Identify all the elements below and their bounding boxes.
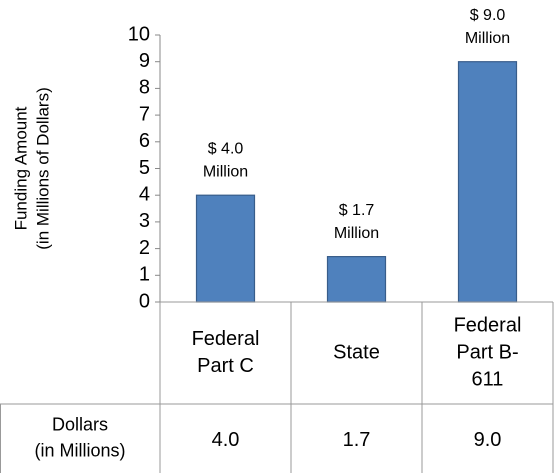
category-label: 611	[472, 368, 504, 390]
table-cell: 1.7	[343, 429, 371, 451]
y-axis-label: Funding Amount	[11, 106, 30, 230]
y-tick-label: 9	[139, 50, 150, 72]
category-label: Part B-	[456, 341, 518, 363]
data-label: $ 9.0	[470, 7, 506, 24]
table-row-label: Dollars	[52, 414, 108, 434]
category-label: Federal	[192, 328, 260, 350]
category-label: Part C	[197, 355, 254, 377]
y-tick-label: 8	[139, 77, 150, 99]
y-tick-label: 1	[139, 264, 150, 286]
bar	[326, 256, 387, 303]
y-tick-label: 6	[139, 130, 150, 152]
y-tick-label: 10	[128, 23, 150, 45]
y-tick-label: 4	[139, 183, 150, 205]
y-axis-label: (in Millions of Dollars)	[33, 87, 52, 249]
table-cell: 4.0	[212, 429, 240, 451]
data-label: Million	[334, 225, 379, 242]
y-tick-label: 0	[139, 290, 150, 312]
y-tick-label: 3	[139, 210, 150, 232]
y-tick-label: 2	[139, 237, 150, 259]
y-tick-label: 5	[139, 157, 150, 179]
data-label: $ 4.0	[208, 140, 244, 157]
table-row-label: (in Millions)	[34, 440, 125, 460]
y-tick-label: 7	[139, 103, 150, 125]
bar	[457, 61, 518, 303]
data-label: $ 1.7	[339, 202, 375, 219]
category-label: State	[333, 341, 380, 363]
data-label: Million	[465, 30, 510, 47]
bar	[195, 194, 256, 303]
data-label: Million	[203, 163, 248, 180]
table-cell: 9.0	[474, 429, 502, 451]
category-label: Federal	[454, 314, 522, 336]
